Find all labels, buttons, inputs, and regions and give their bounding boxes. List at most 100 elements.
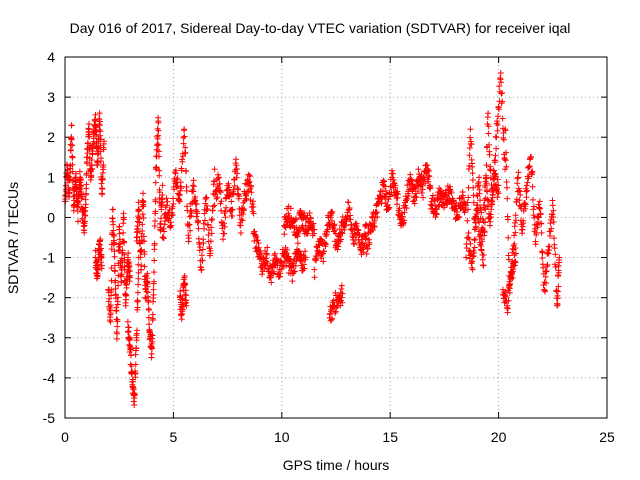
data-point (311, 266, 318, 273)
data-point (124, 318, 131, 325)
data-point (266, 268, 273, 275)
data-point (466, 144, 473, 151)
data-point (205, 232, 212, 239)
data-point (552, 264, 559, 271)
data-point (387, 193, 394, 200)
data-point (169, 211, 176, 218)
x-axis-label: GPS time / hours (283, 457, 390, 473)
data-point (238, 216, 245, 223)
data-point (181, 133, 188, 140)
data-point (383, 190, 390, 197)
data-point (503, 184, 510, 191)
data-point (503, 178, 510, 185)
data-point (284, 246, 291, 253)
x-tick-label: 15 (382, 429, 398, 445)
data-point (211, 202, 218, 209)
data-point (249, 201, 256, 208)
data-point (481, 205, 488, 212)
data-point (523, 188, 530, 195)
data-point (130, 386, 137, 393)
data-point (266, 274, 273, 281)
data-point (425, 167, 432, 174)
data-point (427, 183, 434, 190)
data-point (545, 250, 552, 257)
data-point (293, 215, 300, 222)
data-point (159, 182, 166, 189)
data-point (503, 149, 510, 156)
data-point (432, 202, 439, 209)
data-point (316, 242, 323, 249)
data-point (505, 234, 512, 241)
data-point (509, 274, 516, 281)
data-point (509, 268, 516, 275)
data-point (363, 250, 370, 257)
data-point (516, 197, 523, 204)
data-point (215, 175, 222, 182)
data-point (118, 271, 125, 278)
plot-frame (64, 56, 608, 419)
data-point (97, 259, 104, 266)
data-point (292, 262, 299, 269)
data-point (474, 202, 481, 209)
data-point (69, 161, 76, 168)
data-point (118, 278, 125, 285)
data-point (331, 227, 338, 234)
data-point (301, 265, 308, 272)
data-point (152, 208, 159, 215)
data-point (126, 335, 133, 342)
data-point (538, 220, 545, 227)
data-point (233, 174, 240, 181)
data-point (535, 201, 542, 208)
data-point (483, 162, 490, 169)
data-point (488, 206, 495, 213)
y-tick-label: -4 (43, 370, 56, 386)
data-point (112, 268, 119, 275)
data-point (181, 272, 188, 279)
data-point (178, 316, 185, 323)
data-point (474, 207, 481, 214)
data-point (509, 245, 516, 252)
data-point (94, 273, 101, 280)
data-point (517, 191, 524, 198)
data-point (132, 370, 139, 377)
data-point (495, 106, 502, 113)
data-point (336, 226, 343, 233)
data-point (220, 220, 227, 227)
data-point (100, 146, 107, 153)
data-point (98, 245, 105, 252)
data-point (151, 217, 158, 224)
data-point (226, 189, 233, 196)
data-point (150, 286, 157, 293)
data-point (177, 179, 184, 186)
data-point (502, 157, 509, 164)
data-point (195, 225, 202, 232)
data-point (229, 206, 236, 213)
data-point (179, 158, 186, 165)
data-point (435, 203, 442, 210)
data-point (86, 121, 93, 128)
data-point (229, 212, 236, 219)
data-point (337, 236, 344, 243)
data-point (161, 228, 168, 235)
data-point (539, 254, 546, 261)
data-point (543, 263, 550, 270)
data-point (157, 220, 164, 227)
data-point (547, 232, 554, 239)
data-point (499, 89, 506, 96)
y-tick-label: 3 (47, 89, 55, 105)
data-point (137, 254, 144, 261)
data-point (320, 258, 327, 265)
data-point (131, 392, 138, 399)
data-point (551, 261, 558, 268)
data-point (154, 146, 161, 153)
data-point (448, 189, 455, 196)
data-point (149, 315, 156, 322)
data-point (469, 163, 476, 170)
data-point (390, 176, 397, 183)
data-point (550, 219, 557, 226)
data-point (99, 185, 106, 192)
data-point (529, 183, 536, 190)
data-point (500, 136, 507, 143)
data-point (286, 255, 293, 262)
data-point (150, 291, 157, 298)
